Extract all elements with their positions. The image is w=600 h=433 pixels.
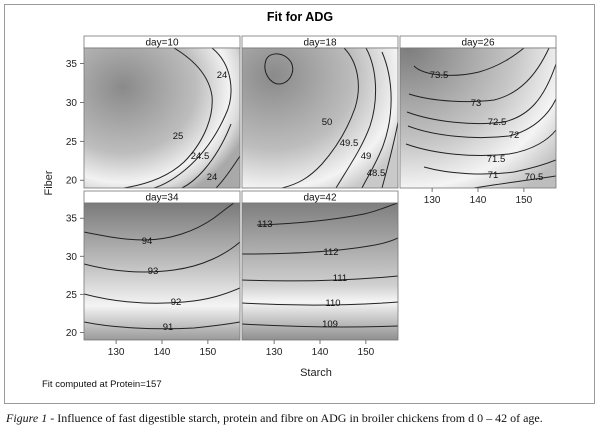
panel-surface	[242, 203, 398, 340]
panel-2: day=18 50 49.549 48.5	[241, 35, 399, 189]
contour-line	[408, 48, 550, 103]
x-tick-label: 130	[424, 195, 441, 206]
contour-line	[84, 241, 240, 273]
x-tick-label: 130	[266, 347, 283, 358]
chart-title: Fit for ADG	[267, 10, 333, 24]
contour-label: 113	[257, 219, 272, 230]
contour-line	[84, 287, 240, 304]
panel-3: day=26 73.5 73 72.572 71.5 71 70.5	[399, 35, 557, 189]
contour-label: 73.5	[430, 70, 449, 81]
contour-line	[406, 63, 556, 124]
panel-grid: day=10 24 24 24.5 25 day=18 50 49.549 48.5 day=26…	[83, 35, 557, 341]
y-tick-label: 35	[66, 59, 78, 70]
contour-label: 73	[471, 98, 482, 109]
contour-label: 24.5	[191, 151, 210, 162]
contour-line	[281, 48, 359, 188]
x-tick-label: 130	[108, 347, 125, 358]
contour-line	[123, 48, 213, 188]
panel-border	[241, 47, 399, 189]
contour-label: 72.5	[488, 117, 507, 128]
contour-line	[407, 98, 556, 139]
contour-label: 49	[361, 151, 372, 162]
contour-line	[242, 323, 398, 328]
x-tick-label: 140	[154, 347, 171, 358]
contour-line	[405, 129, 556, 157]
panel-surface	[84, 48, 240, 188]
contour-label: 48.5	[367, 168, 386, 179]
contour-line	[181, 123, 232, 188]
contour-label: 71.5	[487, 154, 506, 165]
contour-line	[264, 53, 294, 85]
caption-figure-label: Figure 1	[6, 411, 48, 425]
y-axis-label: Fiber	[43, 170, 55, 195]
contour-line	[335, 48, 377, 188]
panel-5: day=42 113 112 111 110 109	[241, 190, 399, 341]
panel-strip-label: day=42	[303, 193, 337, 204]
contour-line	[153, 48, 232, 188]
contour-line	[84, 321, 240, 330]
contour-line	[473, 175, 556, 188]
panel-strip-label: day=10	[145, 38, 179, 49]
contour-line	[381, 121, 398, 188]
contour-label: 111	[333, 273, 347, 284]
axes: 20 25 30 35 20 25 30 35 130 140 150 130 140 150 130 140…	[66, 59, 533, 358]
contour-label: 109	[322, 319, 338, 330]
contour-label: 110	[325, 298, 340, 309]
contour-line	[423, 159, 556, 175]
panel-strip-label: day=26	[461, 38, 495, 49]
contour-line	[84, 203, 235, 241]
contour-label: 70.5	[525, 172, 544, 183]
contour-label: 112	[323, 247, 338, 258]
footnote: Fit computed at Protein=157	[42, 379, 162, 390]
contour-line	[256, 203, 398, 226]
y-tick-label: 35	[66, 214, 78, 225]
contour-label: 49.5	[340, 138, 359, 149]
contour-label: 50	[322, 117, 333, 128]
contour-label: 72	[509, 130, 520, 141]
panel-1: day=10 24 24 24.5 25	[83, 35, 241, 189]
caption-text: - Influence of fast digestible starch, p…	[47, 411, 543, 425]
panel-strip-label: day=18	[303, 38, 337, 49]
x-tick-label: 150	[200, 347, 217, 358]
x-axis-label: Starch	[300, 367, 332, 379]
contour-line	[361, 51, 392, 188]
panel-border	[83, 47, 241, 189]
contour-line	[242, 237, 398, 255]
contour-label: 24	[207, 172, 218, 183]
contour-label: 93	[148, 266, 159, 277]
contour-figure: Fit for ADG day=10 24 24 24.5 25 day=18 50 49.5…	[42, 10, 557, 390]
y-tick-label: 25	[66, 137, 78, 148]
contour-label: 71	[488, 170, 499, 181]
x-tick-label: 140	[312, 347, 329, 358]
contour-label: 92	[171, 297, 182, 308]
y-tick-label: 30	[66, 252, 78, 263]
panel-surface	[400, 48, 556, 188]
x-tick-label: 150	[516, 195, 533, 206]
panel-4: day=34 94 93 92 91	[83, 190, 241, 341]
contour-line	[413, 48, 525, 76]
contour-label: 94	[142, 236, 153, 247]
y-tick-label: 20	[66, 176, 78, 187]
contour-line	[242, 275, 398, 282]
contour-label: 91	[163, 322, 174, 333]
figure-caption: Figure 1 - Influence of fast digestible …	[6, 411, 596, 426]
contour-label: 24	[217, 70, 228, 81]
y-tick-label: 25	[66, 290, 78, 301]
y-tick-label: 30	[66, 98, 78, 109]
x-tick-label: 150	[358, 347, 375, 358]
contour-line	[242, 301, 398, 306]
y-tick-label: 20	[66, 328, 78, 339]
panel-strip-label: day=34	[145, 193, 179, 204]
contour-line	[215, 155, 240, 188]
x-tick-label: 140	[470, 195, 487, 206]
contour-label: 25	[173, 131, 184, 142]
